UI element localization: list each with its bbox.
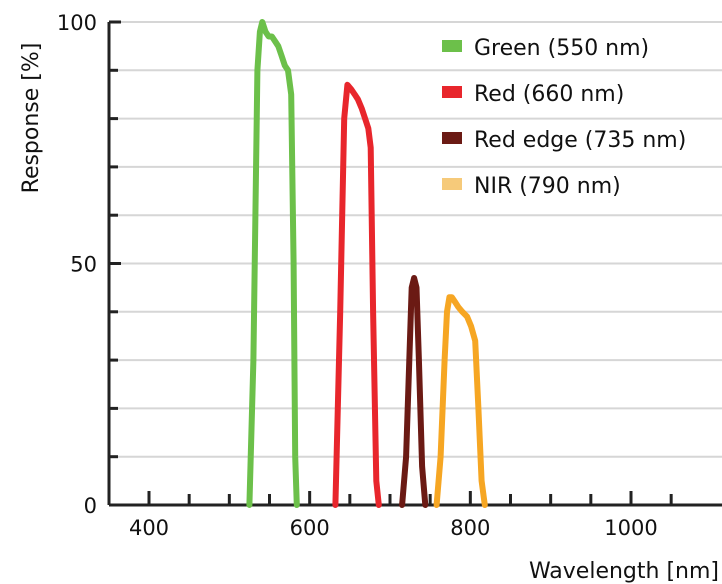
legend-swatch — [442, 178, 462, 190]
legend-swatch — [442, 40, 462, 52]
tick-labels: 400 600 800 1000 0 50 100 — [57, 11, 658, 540]
series-line-green-550-nm — [246, 19, 300, 508]
x-tick-label: 600 — [290, 516, 330, 540]
x-tick-label: 400 — [129, 516, 169, 540]
legend-label: Red (660 nm) — [474, 82, 624, 107]
series-group — [246, 19, 488, 508]
series-line-nir-790-nm — [433, 294, 488, 508]
legend: Green (550 nm) Red (660 nm) Red edge (735 … — [442, 36, 686, 199]
series-line-red-660-nm — [332, 81, 382, 508]
axes — [107, 20, 722, 507]
gridlines — [109, 21, 722, 458]
x-tick-label: 1000 — [604, 516, 657, 540]
legend-swatch — [442, 86, 462, 98]
series-line-red-edge-735-nm — [399, 275, 429, 508]
x-axis-label: Wavelength [nm] — [529, 559, 719, 584]
x-tick-label: 800 — [450, 516, 490, 540]
legend-label: Green (550 nm) — [474, 36, 649, 61]
legend-label: Red edge (735 nm) — [474, 128, 686, 153]
y-axis-label: Response [%] — [19, 43, 44, 194]
y-tick-label: 0 — [84, 494, 97, 518]
legend-swatch — [442, 132, 462, 144]
legend-label: NIR (790 nm) — [474, 174, 621, 199]
y-tick-label: 100 — [57, 11, 97, 35]
y-tick-label: 50 — [70, 253, 97, 277]
